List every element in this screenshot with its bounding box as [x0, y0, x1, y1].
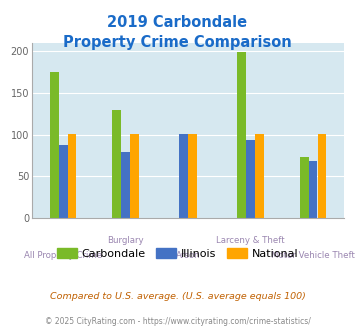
Legend: Carbondale, Illinois, National: Carbondale, Illinois, National [52, 244, 303, 263]
Text: All Property Crime: All Property Crime [24, 251, 102, 260]
Text: Burglary: Burglary [107, 236, 144, 245]
Bar [246, 140, 255, 218]
Text: Property Crime Comparison: Property Crime Comparison [63, 35, 292, 50]
Text: 2019 Carbondale: 2019 Carbondale [108, 15, 247, 30]
Bar [255, 134, 264, 218]
Bar [318, 134, 326, 218]
Bar [309, 161, 317, 218]
Bar [59, 145, 67, 218]
Bar [121, 152, 130, 218]
Bar [179, 134, 188, 218]
Text: Motor Vehicle Theft: Motor Vehicle Theft [271, 251, 355, 260]
Bar [300, 157, 308, 218]
Bar [68, 134, 76, 218]
Bar [237, 52, 246, 218]
Bar [130, 134, 139, 218]
Bar [50, 72, 59, 218]
Bar [113, 110, 121, 218]
Text: Larceny & Theft: Larceny & Theft [216, 236, 285, 245]
Text: © 2025 CityRating.com - https://www.cityrating.com/crime-statistics/: © 2025 CityRating.com - https://www.city… [45, 317, 310, 326]
Bar [188, 134, 197, 218]
Text: Compared to U.S. average. (U.S. average equals 100): Compared to U.S. average. (U.S. average … [50, 292, 305, 301]
Text: Arson: Arson [176, 251, 201, 260]
